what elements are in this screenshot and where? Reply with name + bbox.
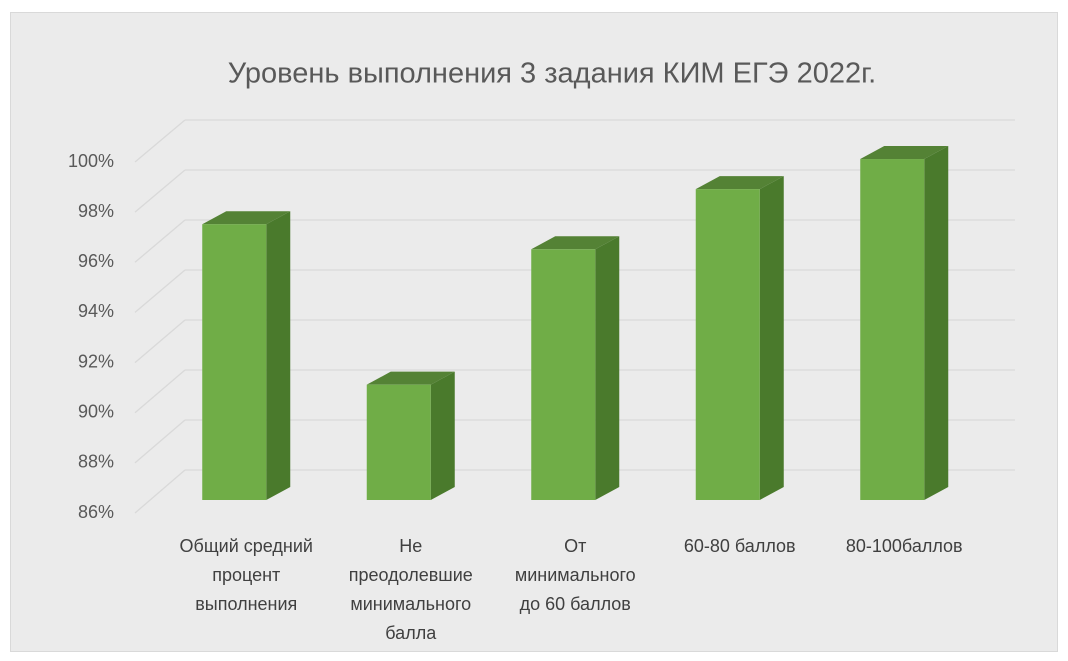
y-tick-label: 88%: [78, 452, 114, 472]
y-tick-label: 92%: [78, 351, 114, 371]
grid-line: [134, 269, 186, 313]
bar-side: [266, 211, 291, 500]
bar-top: [366, 371, 455, 385]
y-tick-label: 94%: [78, 301, 114, 321]
y-tick-label: 96%: [78, 251, 114, 271]
bar-side: [595, 236, 620, 501]
bar-side: [430, 371, 455, 500]
bar: [860, 159, 925, 500]
bar-top: [531, 236, 620, 250]
grid-line: [134, 469, 186, 514]
bar: [366, 384, 431, 500]
x-tick-label: От минимального до 60 баллов: [514, 536, 636, 614]
bar-top: [860, 146, 949, 160]
grid-line: [134, 169, 186, 213]
y-tick-label: 98%: [78, 201, 114, 221]
x-tick-label: 60-80 баллов: [683, 536, 796, 556]
grid-line: [134, 219, 186, 263]
x-tick-label: Не преодолевшие минимального балла: [348, 536, 473, 643]
y-tick-label: 100%: [68, 151, 114, 171]
bar: [695, 189, 760, 500]
y-tick-label: 86%: [78, 502, 114, 522]
bar: [202, 224, 267, 500]
chart-title: Уровень выполнения 3 задания КИМ ЕГЭ 202…: [228, 58, 876, 90]
bar-top: [695, 176, 784, 190]
y-tick-label: 90%: [78, 401, 114, 421]
bar-side: [759, 176, 784, 500]
bar-top: [202, 211, 291, 225]
x-tick-label: Общий средний процент выполнения: [179, 536, 313, 614]
grid-line: [134, 419, 186, 464]
bar: [531, 249, 596, 500]
grid-line: [134, 319, 186, 364]
bar-side: [924, 146, 949, 500]
grid-line: [134, 369, 186, 414]
x-tick-label: 80-100баллов: [845, 536, 963, 556]
grid-line: [134, 119, 186, 163]
